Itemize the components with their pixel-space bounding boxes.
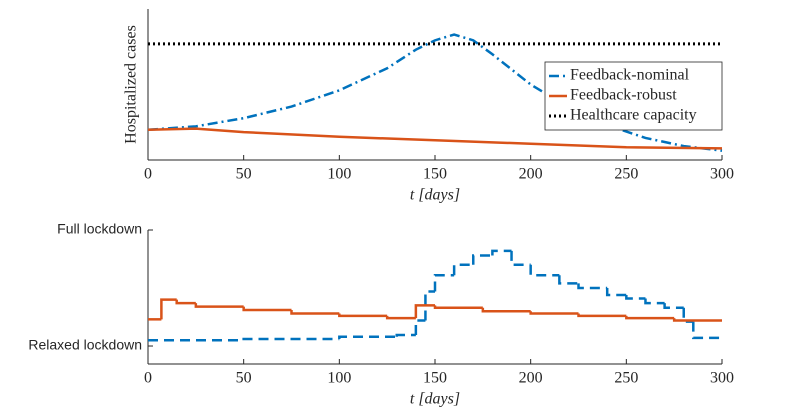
step-segment <box>395 333 416 337</box>
legend-box <box>544 61 723 131</box>
step-segment <box>529 264 560 277</box>
step-segment <box>472 254 493 265</box>
step-segment <box>452 263 474 276</box>
y-axis-label: Hospitalized cases <box>123 25 140 144</box>
x-tick-label: 250 <box>614 166 638 183</box>
x-tick-label: 200 <box>519 166 543 183</box>
x-tick-label: 100 <box>327 370 351 387</box>
step-segment <box>491 249 512 256</box>
legend-label: Feedback-robust <box>570 87 677 104</box>
step-segment <box>481 307 531 313</box>
x-tick-label: 50 <box>236 370 252 387</box>
legend-label: Feedback-nominal <box>570 67 690 84</box>
x-tick-label: 150 <box>423 166 447 183</box>
step-segment <box>692 321 722 340</box>
step-segment <box>290 310 340 315</box>
step-segment <box>338 313 388 318</box>
step-segment <box>625 294 646 300</box>
step-segment <box>577 313 627 318</box>
legend: Feedback-nominal Feedback-robust Healthcar… <box>544 61 723 131</box>
step-segment <box>433 273 455 292</box>
step-segment <box>385 315 416 320</box>
step-segment <box>242 337 340 341</box>
step-segment <box>160 298 177 320</box>
data-line <box>147 33 723 152</box>
step-segment <box>672 318 722 322</box>
step-segment <box>433 305 483 309</box>
step-segment <box>625 315 675 320</box>
y-tick-label: Full lockdown <box>57 221 142 237</box>
x-axis-label: t [days] <box>410 391 460 408</box>
data-line <box>147 127 723 150</box>
step-segment <box>510 250 531 267</box>
step-segment <box>175 299 196 305</box>
x-tick-label: 250 <box>614 370 638 387</box>
x-tick-label: 300 <box>710 370 734 387</box>
step-segment <box>529 311 579 315</box>
x-tick-label: 0 <box>144 370 152 387</box>
step-segment <box>414 304 435 319</box>
y-tick-label: Relaxed lockdown <box>28 337 142 353</box>
x-tick-label: 50 <box>236 166 252 183</box>
step-segment <box>242 306 292 312</box>
x-tick-label: 0 <box>144 166 152 183</box>
step-segment <box>577 283 608 290</box>
x-tick-label: 100 <box>327 166 351 183</box>
step-segment <box>558 275 579 285</box>
legend-label: Healthcare capacity <box>570 107 697 124</box>
x-tick-label: 200 <box>519 370 543 387</box>
x-tick-label: 300 <box>710 166 734 183</box>
step-segment <box>605 288 627 297</box>
x-axis-label: t [days] <box>410 187 460 204</box>
step-segment <box>338 335 397 340</box>
x-tick-label: 150 <box>423 370 447 387</box>
step-segment <box>644 298 665 305</box>
step-segment <box>424 290 435 321</box>
step-segment <box>663 303 684 309</box>
step-segment <box>414 319 426 335</box>
step-segment <box>194 303 244 308</box>
